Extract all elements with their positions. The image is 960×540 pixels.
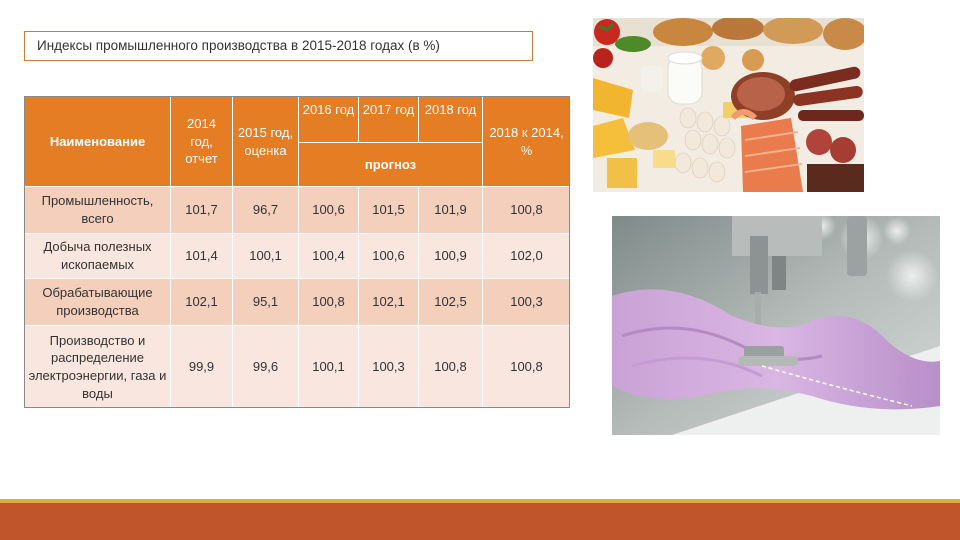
row-name: Промышленность, всего (24, 186, 171, 234)
cell-ratio: 100,8 (482, 186, 571, 234)
cell-ratio: 100,8 (482, 325, 571, 409)
slide-title: Индексы промышленного производства в 201… (24, 31, 533, 61)
table-row: Производство и распределение электроэнер… (24, 325, 571, 409)
production-index-table: Наименование 2014 год, отчет 2015 год, о… (24, 96, 571, 409)
cell-ratio: 100,3 (482, 278, 571, 326)
cell-2014: 102,1 (170, 278, 233, 326)
header-2018: 2018 год (418, 96, 483, 143)
cell-2018: 102,5 (418, 278, 483, 326)
cell-2014: 101,4 (170, 233, 233, 279)
cell-2018: 100,9 (418, 233, 483, 279)
cell-2016: 100,4 (298, 233, 359, 279)
cell-2016: 100,8 (298, 278, 359, 326)
cell-2016: 100,6 (298, 186, 359, 234)
header-forecast: прогноз (298, 142, 483, 187)
cell-2015: 95,1 (232, 278, 299, 326)
header-2016: 2016 год (298, 96, 359, 143)
header-2014: 2014 год, отчет (170, 96, 233, 187)
row-name: Добыча полезных ископаемых (24, 233, 171, 279)
cell-2017: 100,6 (358, 233, 419, 279)
sewing-machine-photo (612, 216, 940, 435)
header-name: Наименование (24, 96, 171, 187)
footer-bar (0, 503, 960, 540)
cell-2014: 101,7 (170, 186, 233, 234)
row-name: Производство и распределение электроэнер… (24, 325, 171, 409)
header-2015: 2015 год, оценка (232, 96, 299, 187)
cell-2017: 101,5 (358, 186, 419, 234)
cell-2016: 100,1 (298, 325, 359, 409)
header-2017: 2017 год (358, 96, 419, 143)
footer-accent-line (0, 499, 960, 503)
cell-2017: 102,1 (358, 278, 419, 326)
cell-ratio: 102,0 (482, 233, 571, 279)
food-products-photo (593, 18, 864, 192)
row-name: Обрабатывающие производства (24, 278, 171, 326)
table-row: Промышленность, всего 101,7 96,7 100,6 1… (24, 186, 571, 234)
header-ratio: 2018 к 2014, % (482, 96, 571, 187)
table-row: Добыча полезных ископаемых 101,4 100,1 1… (24, 233, 571, 279)
cell-2015: 96,7 (232, 186, 299, 234)
table-row: Обрабатывающие производства 102,1 95,1 1… (24, 278, 571, 326)
cell-2015: 99,6 (232, 325, 299, 409)
cell-2018: 101,9 (418, 186, 483, 234)
cell-2014: 99,9 (170, 325, 233, 409)
cell-2015: 100,1 (232, 233, 299, 279)
cell-2017: 100,3 (358, 325, 419, 409)
cell-2018: 100,8 (418, 325, 483, 409)
